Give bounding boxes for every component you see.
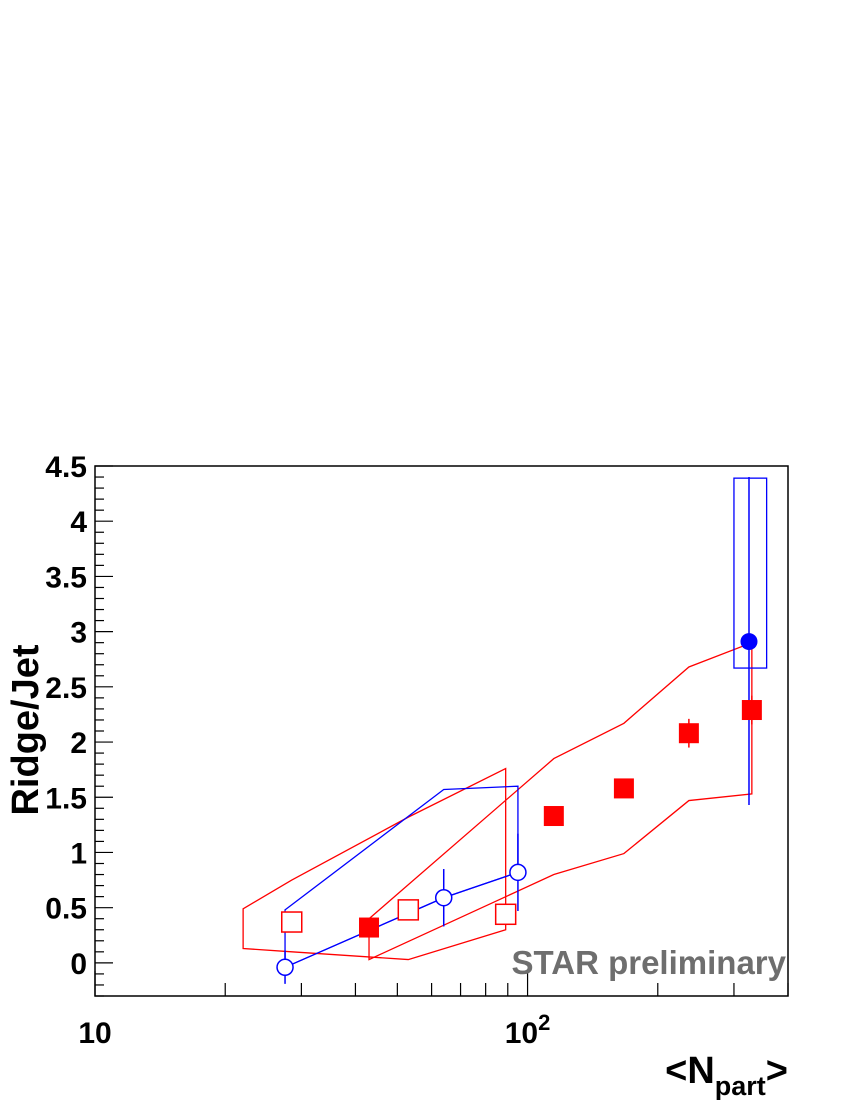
open-circle-marker (276, 958, 294, 977)
x-axis-title-main: <N (665, 1050, 715, 1092)
y-tick-label: 4.5 (45, 451, 87, 484)
y-axis-ticks (95, 465, 113, 997)
open-circle-marker (509, 863, 527, 882)
systematic-band-0 (368, 641, 753, 961)
x-axis-title-end: > (766, 1050, 788, 1092)
filled-circle-marker (740, 633, 758, 651)
filled-square-marker (543, 806, 564, 827)
y-tick-labels: 0 0.5 1 1.5 2 2.5 3 3.5 4 4.5 (45, 451, 87, 981)
open-circle-marker (434, 888, 453, 907)
y-tick-label: 2 (70, 727, 87, 760)
y-tick-label: 0.5 (45, 893, 87, 926)
data-markers (276, 633, 762, 977)
filled-square-marker (741, 700, 762, 721)
systematic-band-1 (242, 767, 507, 961)
x-tick-label: 10 (78, 1017, 111, 1050)
x-axis-title-sub: part (715, 1071, 766, 1100)
y-tick-label: 1 (70, 837, 87, 870)
open-square-marker (494, 903, 517, 926)
systematic-box (733, 477, 768, 669)
y-tick-label: 3.5 (45, 561, 87, 594)
y-tick-label: 2.5 (45, 672, 87, 705)
x-axis-title: <Npart> (665, 1050, 788, 1100)
systematic-bands (242, 477, 768, 969)
filled-square-marker (613, 778, 634, 799)
star-preliminary-annotation: STAR preliminary (512, 944, 787, 981)
open-square-marker (281, 911, 303, 933)
x-tick-labels: 10 102 (78, 1010, 550, 1050)
y-tick-label: 1.5 (45, 782, 87, 815)
y-axis-title: Ridge/Jet (5, 644, 47, 815)
x-tick-label: 102 (505, 1010, 551, 1050)
x-axis-ticks (94, 971, 789, 996)
y-tick-label: 0 (70, 948, 87, 981)
filled-square-marker (678, 723, 699, 744)
y-tick-label: 3 (70, 617, 87, 650)
open-square-marker (397, 899, 420, 921)
filled-square-marker (359, 917, 380, 938)
y-tick-label: 4 (70, 506, 87, 539)
systematic-band-2 (284, 785, 519, 969)
